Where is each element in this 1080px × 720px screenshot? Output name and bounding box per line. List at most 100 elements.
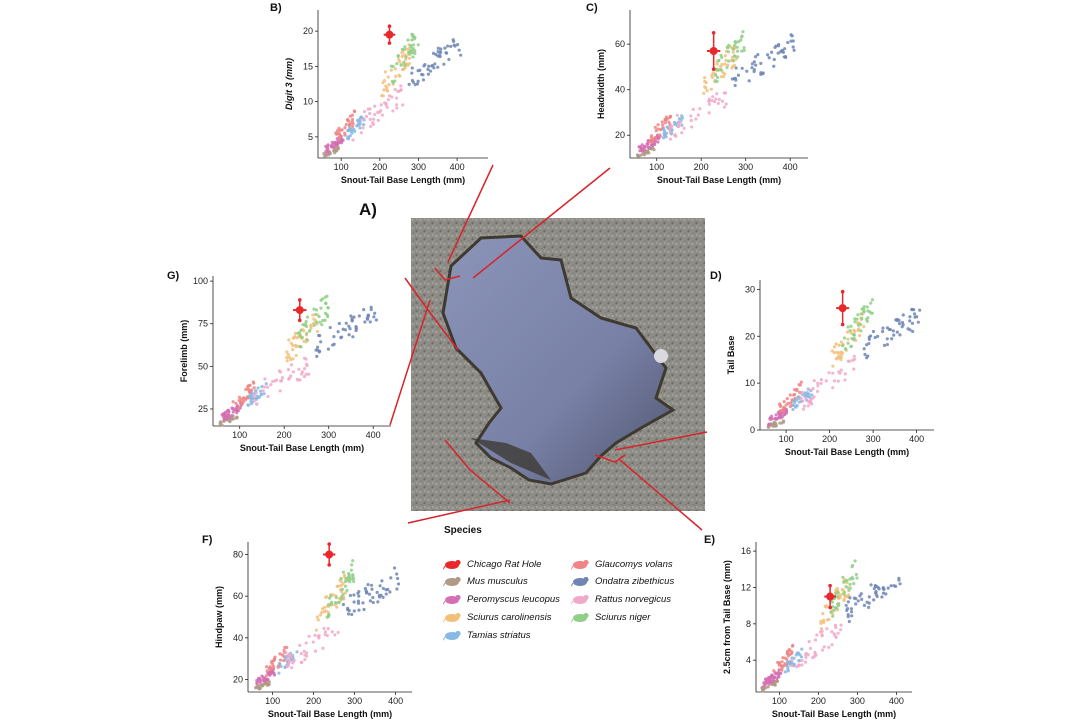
data-point bbox=[299, 660, 303, 664]
data-point bbox=[270, 659, 274, 664]
data-point bbox=[801, 399, 805, 403]
data-point bbox=[846, 614, 850, 619]
data-point bbox=[819, 378, 823, 382]
data-point bbox=[732, 76, 736, 81]
data-point bbox=[897, 321, 902, 326]
data-point bbox=[832, 379, 837, 383]
data-point bbox=[334, 596, 338, 600]
data-point bbox=[776, 42, 781, 47]
data-point bbox=[395, 61, 399, 66]
data-point bbox=[864, 343, 869, 347]
figure-a-label: A) bbox=[359, 200, 377, 219]
data-point bbox=[231, 410, 235, 414]
data-point bbox=[835, 350, 839, 355]
data-point bbox=[698, 107, 702, 111]
rat-hole-errcap bbox=[828, 605, 832, 610]
data-point bbox=[868, 310, 872, 314]
data-point bbox=[240, 402, 244, 406]
data-point bbox=[272, 657, 277, 661]
data-point bbox=[882, 343, 887, 347]
legend-title: Species bbox=[444, 525, 482, 536]
data-point bbox=[244, 396, 248, 401]
data-point bbox=[319, 306, 323, 310]
data-point bbox=[347, 333, 351, 337]
data-point bbox=[331, 593, 335, 597]
panel-b-label: B) bbox=[270, 2, 282, 14]
data-point bbox=[662, 128, 666, 132]
data-point bbox=[285, 664, 289, 668]
y-tick-label: 50 bbox=[198, 361, 208, 371]
data-point bbox=[703, 76, 707, 80]
data-point bbox=[318, 613, 322, 617]
data-point bbox=[918, 308, 922, 312]
data-point bbox=[395, 572, 399, 576]
data-point bbox=[910, 321, 915, 325]
data-point bbox=[846, 600, 850, 604]
data-point bbox=[674, 121, 678, 125]
data-point bbox=[873, 335, 877, 340]
legend-item: Rattus norvegicus bbox=[571, 593, 671, 605]
data-point bbox=[348, 593, 353, 598]
data-point bbox=[302, 367, 307, 371]
data-point bbox=[718, 64, 723, 69]
data-point bbox=[378, 110, 382, 114]
data-point bbox=[384, 592, 388, 596]
data-point bbox=[412, 37, 416, 41]
data-point bbox=[791, 39, 795, 43]
data-point bbox=[247, 388, 251, 392]
data-point bbox=[654, 139, 658, 143]
data-point bbox=[357, 314, 361, 318]
data-point bbox=[733, 83, 737, 88]
data-point bbox=[792, 393, 796, 397]
data-point bbox=[413, 49, 417, 53]
data-point bbox=[849, 344, 853, 348]
x-tick-label: 300 bbox=[850, 696, 865, 706]
data-point bbox=[337, 139, 341, 143]
data-point bbox=[304, 641, 308, 645]
y-tick-label: 15 bbox=[303, 61, 313, 71]
data-point bbox=[445, 51, 449, 55]
legend-item: Glaucomys volans bbox=[571, 558, 673, 570]
x-tick-label: 400 bbox=[889, 696, 904, 706]
data-point bbox=[754, 63, 758, 67]
data-point bbox=[648, 140, 652, 144]
data-point bbox=[315, 615, 319, 619]
y-tick-label: 60 bbox=[233, 591, 243, 601]
panel-c-chart: 100 200 300 400 20 40 60 Snout-Tail Base Length… bbox=[596, 10, 808, 185]
data-point bbox=[347, 123, 351, 127]
x-tick-label: 100 bbox=[649, 162, 664, 172]
x-tick-label: 100 bbox=[779, 434, 794, 444]
data-point bbox=[714, 73, 718, 77]
data-point bbox=[394, 96, 399, 100]
data-point bbox=[237, 398, 241, 403]
rat-hole-errcap bbox=[327, 542, 331, 546]
data-point bbox=[859, 329, 863, 333]
data-point bbox=[778, 409, 783, 413]
data-point bbox=[426, 67, 430, 71]
y-tick-label: 30 bbox=[745, 284, 755, 294]
data-point bbox=[326, 146, 330, 151]
y-tick-label: 4 bbox=[746, 655, 751, 665]
data-point bbox=[848, 577, 852, 581]
data-point bbox=[244, 387, 248, 391]
data-point bbox=[761, 71, 765, 75]
data-point bbox=[232, 408, 236, 412]
data-point bbox=[785, 649, 790, 653]
data-point bbox=[680, 123, 684, 127]
data-point bbox=[852, 328, 856, 332]
data-point bbox=[779, 404, 783, 409]
data-point bbox=[381, 94, 385, 98]
data-point bbox=[369, 124, 373, 128]
data-point bbox=[350, 317, 354, 321]
data-point bbox=[803, 393, 807, 397]
data-point bbox=[734, 66, 738, 70]
data-point bbox=[252, 395, 257, 399]
data-point bbox=[297, 367, 301, 371]
data-point bbox=[357, 608, 361, 612]
data-point bbox=[311, 313, 315, 317]
data-point bbox=[304, 324, 309, 328]
data-point bbox=[330, 600, 334, 604]
x-tick-label: 200 bbox=[277, 430, 292, 440]
data-point bbox=[784, 403, 788, 407]
data-point bbox=[780, 48, 784, 52]
